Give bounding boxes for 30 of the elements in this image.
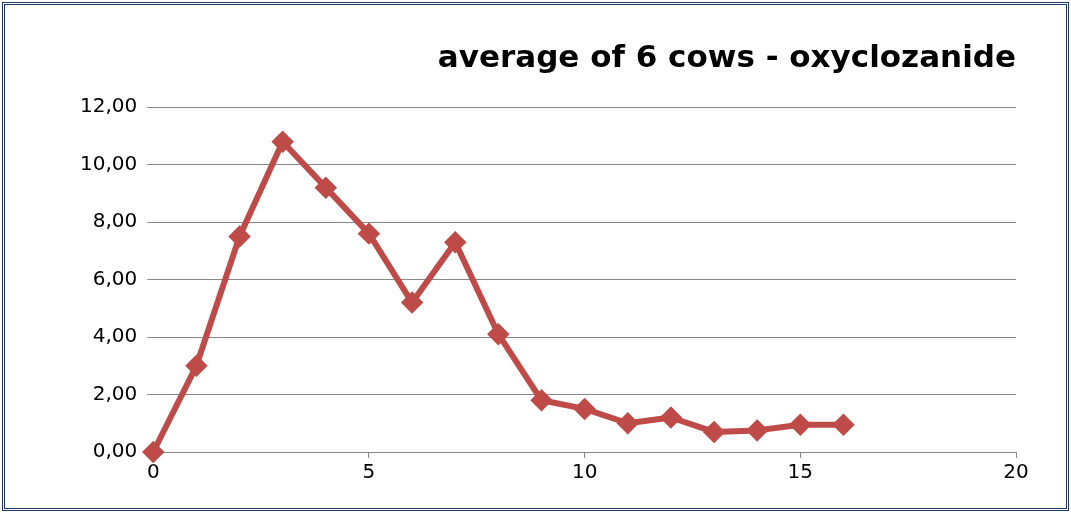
point bbox=[272, 131, 293, 152]
point bbox=[229, 226, 250, 247]
point bbox=[531, 390, 552, 411]
y-tick-label: 10,00 bbox=[79, 150, 138, 175]
y-tick-label: 4,00 bbox=[92, 323, 138, 348]
x-tick-label: 20 bbox=[1003, 459, 1029, 484]
y-tick-label: 8,00 bbox=[92, 208, 138, 233]
point bbox=[358, 223, 379, 244]
x-tick-label: 10 bbox=[571, 459, 598, 484]
y-tick-label: 12,00 bbox=[79, 93, 138, 118]
point bbox=[574, 398, 595, 419]
point bbox=[617, 413, 638, 434]
point bbox=[445, 232, 466, 253]
point bbox=[315, 177, 336, 198]
x-tick-label: 15 bbox=[787, 459, 814, 484]
point bbox=[488, 324, 509, 345]
point bbox=[402, 292, 423, 313]
x-tick-label: 0 bbox=[146, 459, 160, 484]
point bbox=[143, 442, 164, 462]
y-tick-label: 2,00 bbox=[92, 380, 138, 405]
point bbox=[660, 407, 681, 428]
point bbox=[790, 414, 811, 435]
point bbox=[833, 414, 854, 435]
point bbox=[704, 421, 725, 442]
x-tick-label: 5 bbox=[362, 459, 376, 484]
y-tick-label: 0,00 bbox=[92, 438, 138, 463]
chart-title: average of 6 cows - oxyclozanide bbox=[437, 37, 1016, 74]
point bbox=[186, 355, 207, 376]
point bbox=[747, 420, 768, 441]
y-tick-label: 6,00 bbox=[92, 265, 138, 290]
